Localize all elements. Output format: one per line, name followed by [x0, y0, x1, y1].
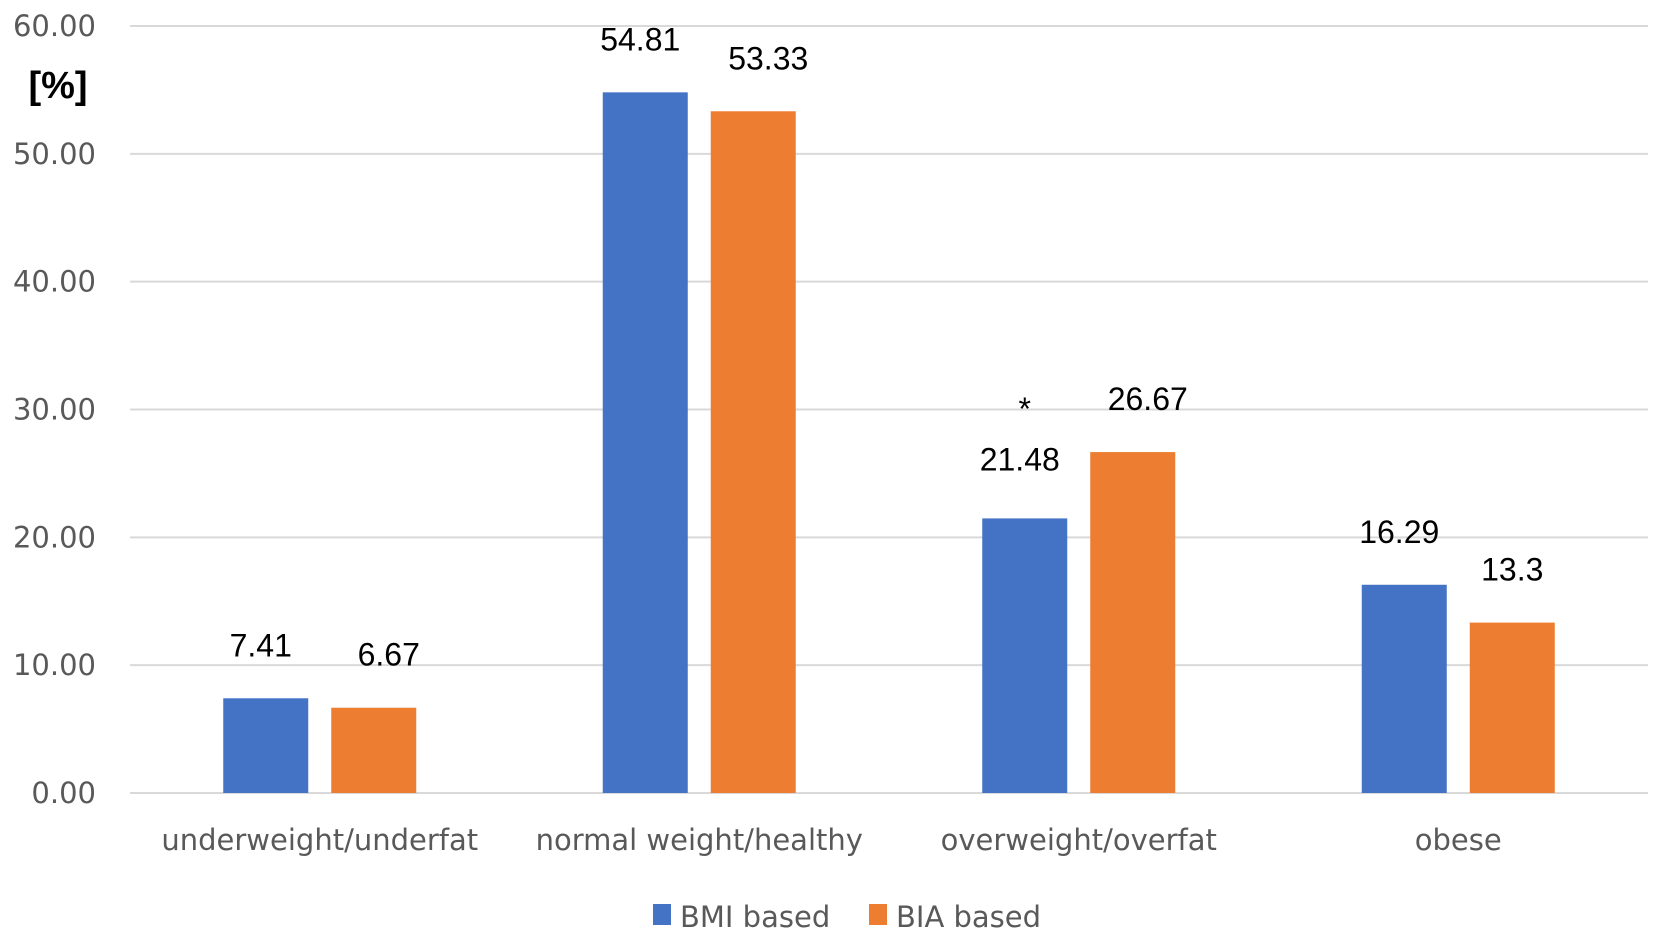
bar-bmi — [1361, 584, 1447, 793]
bar-bmi — [602, 92, 688, 793]
bars — [223, 92, 1555, 793]
y-tick-label: 20.00 — [13, 520, 96, 554]
significance-marker: * — [1019, 391, 1031, 427]
gridlines — [130, 25, 1648, 794]
x-category-label: obese — [1415, 823, 1502, 857]
legend-label-bia: BIA based — [896, 900, 1041, 934]
data-label-bmi: 21.48 — [980, 441, 1060, 477]
x-category-label: underweight/underfat — [161, 823, 478, 857]
x-axis-categories: underweight/underfat normal weight/health… — [161, 823, 1501, 857]
y-tick-label: 40.00 — [13, 265, 96, 299]
data-label-bia: 13.3 — [1481, 552, 1543, 588]
y-tick-label: 0.00 — [31, 776, 96, 810]
y-axis-ticks: 0.00 10.00 20.00 30.00 40.00 50.00 60.00 — [13, 9, 96, 810]
y-tick-label: 60.00 — [13, 9, 96, 43]
y-tick-label: 50.00 — [13, 137, 96, 171]
legend-swatch-bmi — [653, 904, 671, 925]
x-category-label: overweight/overfat — [941, 823, 1217, 857]
y-axis-label: [%] — [28, 65, 87, 107]
y-tick-label: 30.00 — [13, 393, 96, 427]
bar-bia — [1469, 622, 1555, 793]
data-labels: 7.41 6.67 54.81 53.33 21.48 26.67 16.29 13.3 — [230, 21, 1544, 672]
bar-bia — [1090, 452, 1176, 793]
legend-label-bmi: BMI based — [680, 900, 830, 934]
bar-bmi — [982, 518, 1068, 793]
x-category-label: normal weight/healthy — [536, 823, 863, 857]
data-label-bmi: 54.81 — [600, 21, 680, 57]
legend-swatch-bia — [869, 904, 887, 925]
data-label-bia: 53.33 — [728, 40, 808, 76]
data-label-bmi: 7.41 — [230, 627, 292, 663]
y-tick-label: 10.00 — [13, 648, 96, 682]
legend: BMI based BIA based — [653, 900, 1041, 934]
data-label-bia: 6.67 — [358, 637, 420, 673]
data-label-bmi: 16.29 — [1359, 514, 1439, 550]
bar-bmi — [223, 698, 309, 793]
bar-bia — [331, 707, 417, 793]
data-label-bia: 26.67 — [1108, 381, 1188, 417]
bar-bia — [710, 111, 796, 793]
